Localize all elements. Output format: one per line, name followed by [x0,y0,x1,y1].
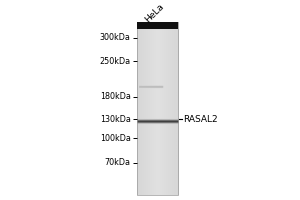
Text: 70kDa: 70kDa [105,158,130,167]
Bar [136,22,178,195]
Bar [136,22,178,29]
Text: 130kDa: 130kDa [100,115,130,124]
Text: 250kDa: 250kDa [100,57,130,66]
Text: 300kDa: 300kDa [100,33,130,42]
Text: 180kDa: 180kDa [100,92,130,101]
Text: HeLa: HeLa [143,2,166,24]
Text: 100kDa: 100kDa [100,134,130,143]
Text: RASAL2: RASAL2 [183,115,218,124]
